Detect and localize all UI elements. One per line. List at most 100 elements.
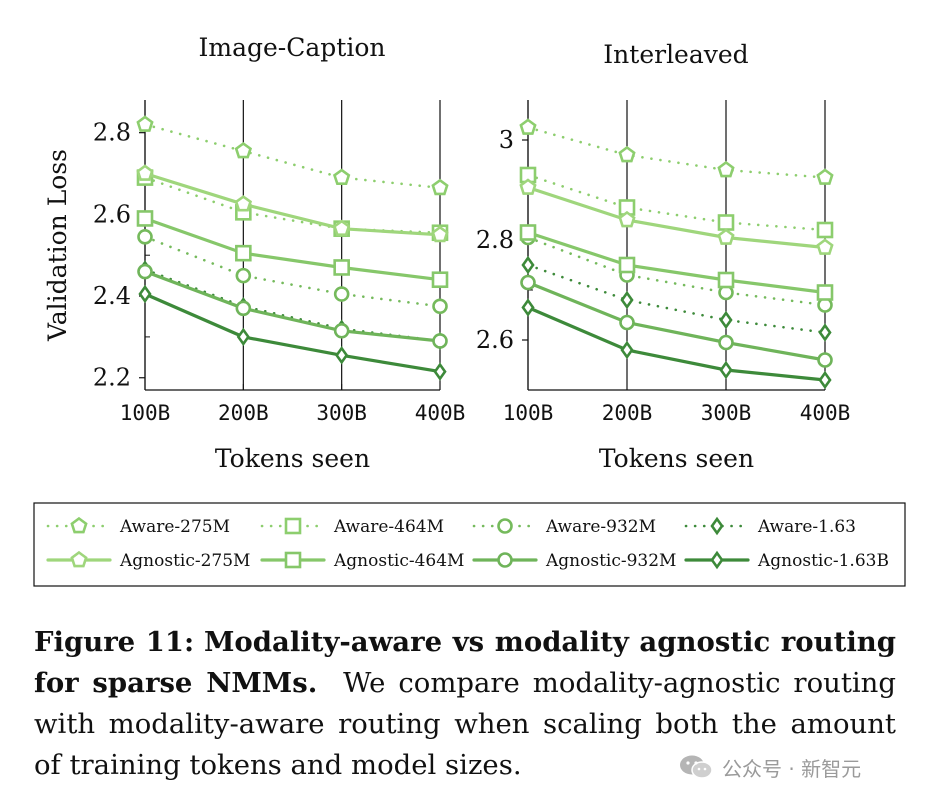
data-point	[618, 210, 636, 228]
caption-label: Figure 11:	[34, 626, 195, 658]
legend-label: Agnostic-275M	[119, 551, 250, 571]
legend-marker	[70, 550, 88, 568]
data-point	[431, 225, 449, 243]
chart-title: Image-Caption	[199, 33, 386, 62]
series-agnostic-932m	[520, 274, 833, 368]
data-point	[719, 310, 733, 330]
series-line	[526, 263, 827, 334]
y-tick-label: 2.4	[93, 282, 131, 310]
legend-item-aware-464m: Aware-464M	[260, 517, 444, 537]
data-point	[618, 145, 636, 163]
series-agnostic-1-63b	[138, 284, 447, 381]
caption-title: Modality-aware vs modality agnostic rout…	[34, 626, 896, 699]
series-line	[526, 280, 827, 362]
series-line	[526, 173, 827, 232]
x-tick-label: 300B	[701, 401, 752, 425]
series-agnostic-464m	[136, 210, 449, 289]
legend: Aware-275M Aware-464M Aware-932M Aware-1.63…	[33, 502, 906, 587]
data-point	[136, 210, 154, 227]
data-point	[432, 298, 448, 315]
data-point	[235, 244, 252, 262]
y-axis-label: Validation Loss	[43, 149, 72, 342]
wechat-icon	[680, 755, 713, 779]
legend-marker	[710, 516, 724, 536]
series-line	[526, 305, 827, 382]
watermark: 公众号 · 新智元	[678, 752, 861, 782]
data-point	[235, 300, 252, 317]
legend-marker	[70, 516, 88, 534]
data-point	[818, 370, 832, 390]
data-point	[136, 164, 154, 181]
y-tick-label: 3	[499, 126, 514, 154]
x-tick-label: 100B	[503, 401, 554, 425]
data-point	[818, 323, 832, 342]
data-point	[521, 298, 535, 317]
data-point	[816, 168, 834, 185]
data-point	[335, 346, 349, 365]
legend-item-aware-275m: Aware-275M	[46, 516, 230, 537]
x-axis-label: Tokens seen	[215, 444, 370, 473]
data-point	[717, 214, 735, 231]
data-point	[433, 362, 447, 381]
series-agnostic-464m	[519, 224, 834, 301]
data-point	[432, 333, 448, 349]
data-point	[717, 160, 735, 178]
series-line	[143, 171, 442, 237]
y-tick-label: 2.6	[476, 326, 514, 354]
data-point	[618, 256, 636, 274]
data-point	[718, 334, 734, 351]
legend-item-agnostic-275m: Agnostic-275M	[46, 550, 250, 571]
data-point	[719, 360, 733, 380]
series-line	[143, 235, 442, 308]
legend-label: Agnostic-932M	[545, 551, 676, 571]
series-agnostic-275m	[136, 164, 449, 243]
chart-interleaved: Interleaved 100B 200B 300B 400B 2.6 2.8 3 Tokens…	[476, 40, 850, 473]
data-point	[620, 340, 634, 360]
caption-body: We compare modality-agnostic routing wit…	[34, 667, 896, 781]
series-line	[143, 123, 442, 190]
data-point	[519, 118, 537, 135]
series-line	[143, 176, 442, 234]
y-tick-label: 2.2	[93, 364, 131, 392]
data-point	[519, 178, 537, 195]
data-point	[816, 221, 834, 239]
legend-label: Aware-932M	[545, 517, 656, 537]
legend-item-agnostic-1-63b: Agnostic-1.63B	[684, 550, 889, 571]
x-tick-label: 400B	[415, 401, 466, 425]
data-point	[717, 271, 735, 289]
legend-item-aware-932m: Aware-932M	[472, 517, 656, 537]
data-point	[236, 327, 250, 347]
legend-label: Agnostic-464M	[333, 551, 464, 571]
data-point	[817, 352, 833, 368]
legend-label: Aware-1.63	[757, 517, 856, 537]
x-tick-label: 200B	[602, 401, 653, 425]
data-point	[620, 290, 634, 310]
data-point	[234, 195, 253, 212]
data-point	[520, 274, 536, 291]
data-point	[138, 284, 152, 304]
data-point	[521, 255, 535, 275]
series-line	[526, 230, 827, 295]
legend-marker	[497, 552, 513, 568]
watermark-text: 公众号 · 新智元	[722, 756, 862, 781]
data-point	[137, 263, 153, 280]
data-point	[431, 271, 449, 289]
data-point	[235, 267, 252, 284]
data-point	[717, 228, 735, 245]
series-line	[526, 185, 827, 250]
data-point	[332, 168, 351, 185]
series-agnostic-1-63b	[521, 298, 832, 390]
chart-image-caption: Image-Caption 100B 200B 300B 400B 2.2 2.4 2.6 2.…	[43, 33, 465, 473]
series-line	[143, 269, 442, 343]
legend-label: Aware-464M	[333, 517, 444, 537]
data-point	[333, 322, 350, 339]
legend-label: Aware-275M	[119, 517, 230, 537]
legend-item-agnostic-464m: Agnostic-464M	[260, 551, 464, 571]
x-tick-label: 200B	[218, 401, 269, 425]
series-aware-1-63	[521, 255, 832, 342]
data-point	[234, 142, 253, 159]
series-line	[526, 126, 827, 179]
legend-marker	[497, 518, 513, 534]
series-line	[143, 216, 442, 282]
data-point	[816, 238, 834, 255]
